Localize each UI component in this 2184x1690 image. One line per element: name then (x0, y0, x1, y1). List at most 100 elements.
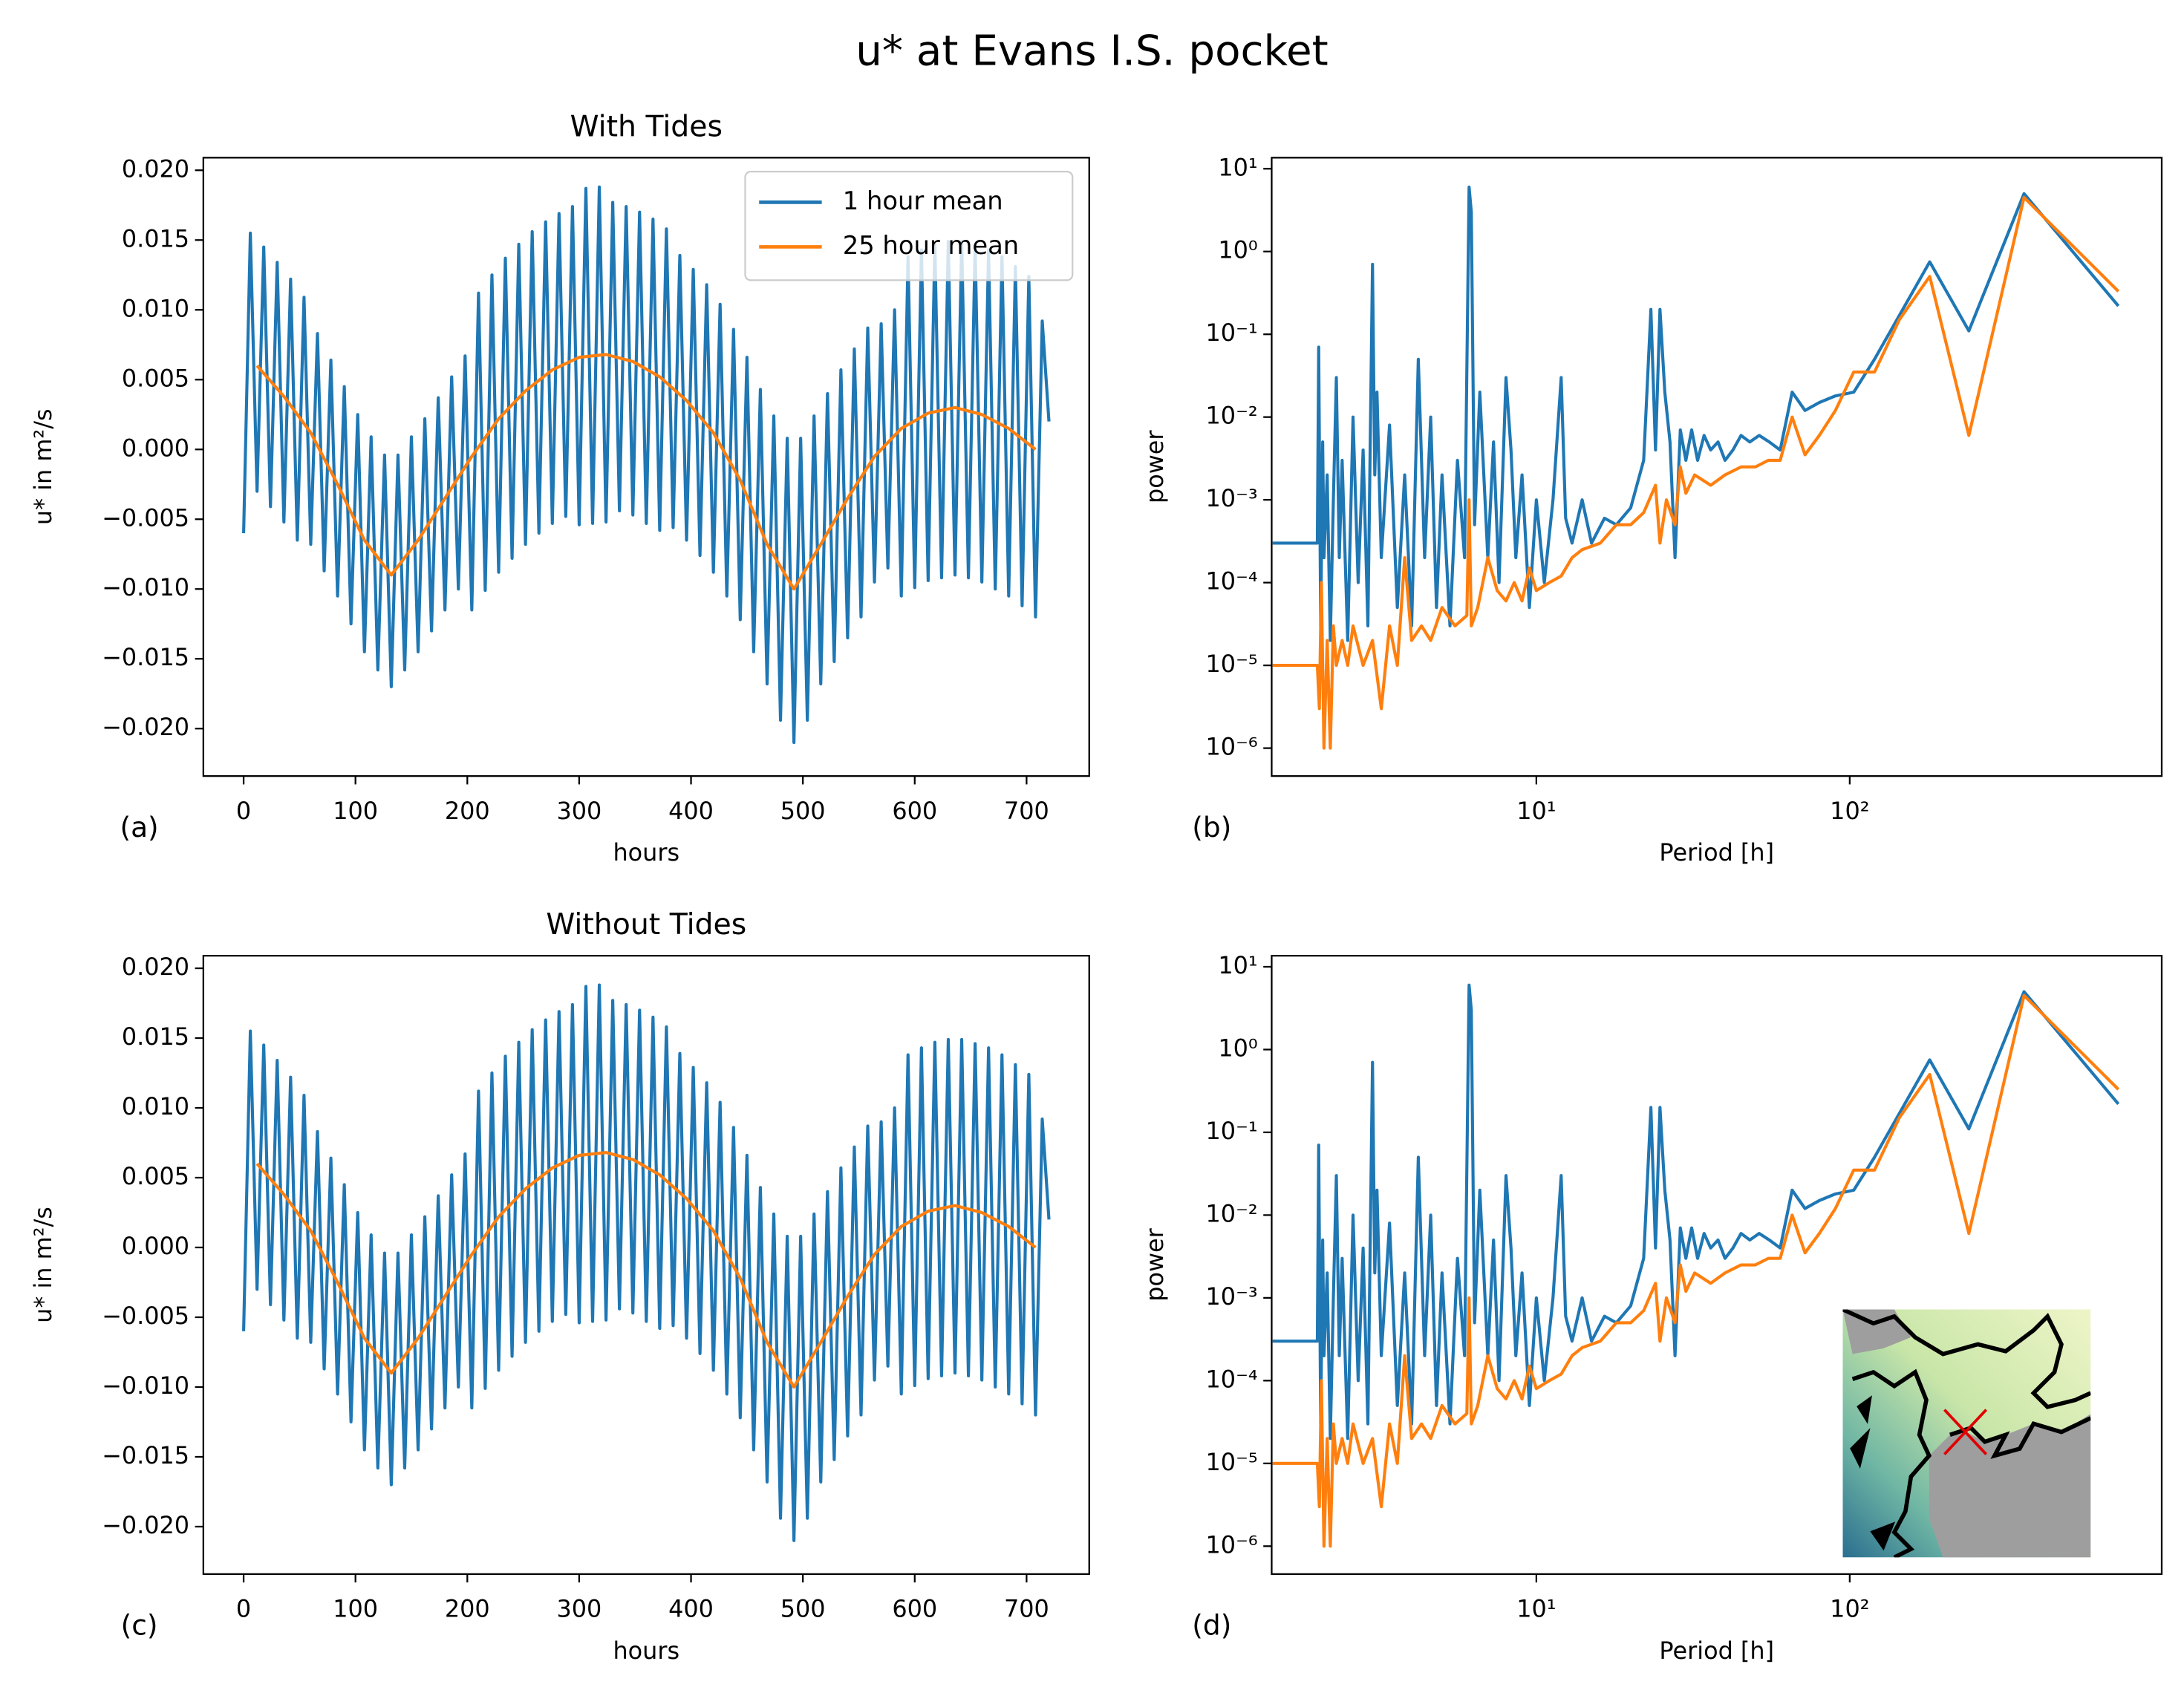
y-axis-label: power (1141, 1227, 1169, 1301)
map-land (1842, 1309, 1911, 1354)
y-tick-label: 10⁻⁶ (1206, 1530, 1258, 1559)
panel-label: (a) (120, 811, 158, 844)
figure-title: u* at Evans I.S. pocket (855, 27, 1328, 75)
panel-label: (d) (1192, 1609, 1231, 1642)
x-tick-label: 700 (1004, 1595, 1049, 1623)
series-line (1272, 185, 2120, 642)
x-axis-label: hours (613, 1637, 679, 1665)
y-tick-label: −0.005 (102, 503, 189, 532)
x-tick-label: 600 (892, 1595, 937, 1623)
x-tick-label: 400 (668, 797, 714, 825)
y-tick-label: −0.005 (102, 1302, 189, 1330)
y-tick-label: 0.020 (122, 154, 189, 183)
y-tick-label: 10⁰ (1218, 1034, 1257, 1062)
y-tick-label: 10⁻² (1206, 1199, 1258, 1227)
subplot-title: Without Tides (546, 907, 746, 942)
y-tick-label: 10⁻⁵ (1206, 650, 1258, 678)
map-land (1929, 1414, 2091, 1558)
y-tick-label: 0.015 (122, 1022, 189, 1051)
y-tick-label: 10⁻⁴ (1206, 567, 1258, 596)
subplot-title: With Tides (570, 109, 723, 143)
legend-frame (744, 171, 1074, 281)
y-tick-label: −0.015 (102, 1441, 189, 1469)
y-tick-label: 0.010 (122, 294, 189, 322)
axes-frame (202, 954, 1090, 1576)
axes-frame (1271, 954, 2163, 1576)
x-tick-label: 700 (1004, 797, 1049, 825)
series-line (255, 1151, 1037, 1389)
map-coast (1842, 1309, 2091, 1409)
y-tick-label: 10⁻² (1206, 402, 1258, 430)
panel-label: (c) (121, 1609, 158, 1642)
legend: 1 hour mean 25 hour mean (744, 171, 1074, 281)
series-line (1272, 994, 2120, 1548)
x-tick-label: 10¹ (1516, 1595, 1556, 1623)
inset-map (1842, 1309, 2091, 1558)
map (1842, 1309, 2091, 1558)
series-line (1272, 983, 2120, 1441)
y-tick-label: 10¹ (1218, 951, 1257, 979)
y-tick-label: 10⁻¹ (1206, 1117, 1258, 1145)
x-tick-label: 10² (1830, 1595, 1869, 1623)
x-tick-label: 0 (236, 797, 251, 825)
map-islands (1850, 1395, 1896, 1551)
y-tick-label: −0.010 (102, 573, 189, 601)
y-tick-label: 10⁰ (1218, 236, 1257, 264)
subplot: 0 100 200 300 400 500 600 700 0.020 0.015 0.010 0.0… (29, 109, 1090, 867)
x-tick-label: 100 (333, 797, 378, 825)
x-tick-label: 500 (780, 797, 826, 825)
map-coast (1949, 1416, 2091, 1459)
x-tick-label: 200 (445, 1595, 490, 1623)
series-line (242, 185, 1051, 745)
y-axis-label: power (1141, 430, 1169, 503)
y-tick-label: 0.005 (122, 1162, 189, 1190)
y-tick-label: −0.010 (102, 1371, 189, 1400)
plots: 0 100 200 300 400 500 600 700 0.020 0.015 0.010 0.0… (29, 109, 2163, 1665)
x-tick-label: 300 (557, 1595, 602, 1623)
y-tick-label: −0.015 (102, 643, 189, 671)
x-tick-label: 200 (445, 797, 490, 825)
x-tick-label: 10¹ (1516, 797, 1556, 825)
x-tick-label: 600 (892, 797, 937, 825)
y-tick-label: 0.000 (122, 434, 189, 462)
x-tick-label: 0 (236, 1595, 251, 1623)
y-tick-label: 10⁻⁵ (1206, 1448, 1258, 1476)
x-tick-label: 10² (1830, 797, 1869, 825)
x-tick-label: 100 (333, 1595, 378, 1623)
x-tick-label: 300 (557, 797, 602, 825)
y-tick-label: 10¹ (1218, 153, 1257, 181)
y-tick-label: −0.020 (102, 1511, 189, 1539)
y-tick-label: 0.010 (122, 1092, 189, 1120)
axes-frame (1271, 157, 2163, 777)
x-axis-label: Period [h] (1659, 1637, 1774, 1665)
legend-label: 25 hour mean (843, 231, 1019, 260)
y-tick-label: 0.020 (122, 953, 189, 981)
y-tick-label: 10⁻¹ (1206, 319, 1258, 347)
y-tick-label: 0.005 (122, 364, 189, 392)
x-tick-label: 500 (780, 1595, 826, 1623)
series-line (242, 983, 1051, 1542)
y-tick-label: 0.000 (122, 1232, 189, 1260)
location-marker (1943, 1409, 1988, 1455)
series-line (255, 353, 1037, 591)
x-axis-label: hours (613, 838, 679, 867)
legend-label: 1 hour mean (843, 186, 1003, 215)
y-tick-label: 10⁻³ (1206, 1282, 1258, 1311)
y-tick-label: 10⁻⁶ (1206, 733, 1258, 761)
map-coast (1851, 1368, 1932, 1558)
series-line (1272, 195, 2120, 750)
subplot: 0 100 200 300 400 500 600 700 0.020 0.015 0.010 0.0… (29, 907, 1090, 1665)
y-axis-label: u* in m²/s (29, 1207, 57, 1323)
y-tick-label: −0.020 (102, 713, 189, 741)
y-axis-label: u* in m²/s (29, 408, 57, 525)
panel-label: (b) (1192, 811, 1231, 844)
axes-frame (202, 157, 1090, 777)
x-tick-label: 400 (668, 1595, 714, 1623)
y-tick-label: 10⁻⁴ (1206, 1365, 1258, 1393)
subplot: 10¹ 10² 10⁻⁶ 10⁻⁵ 10⁻⁴ 10⁻³ 10⁻² 10⁻¹ 10⁰ 10¹ Peri… (1141, 951, 2163, 1665)
y-tick-label: 0.015 (122, 224, 189, 252)
x-axis-label: Period [h] (1659, 838, 1774, 867)
subplot: 10¹ 10² 10⁻⁶ 10⁻⁵ 10⁻⁴ 10⁻³ 10⁻² 10⁻¹ 10⁰ 10¹ Peri… (1141, 153, 2163, 867)
